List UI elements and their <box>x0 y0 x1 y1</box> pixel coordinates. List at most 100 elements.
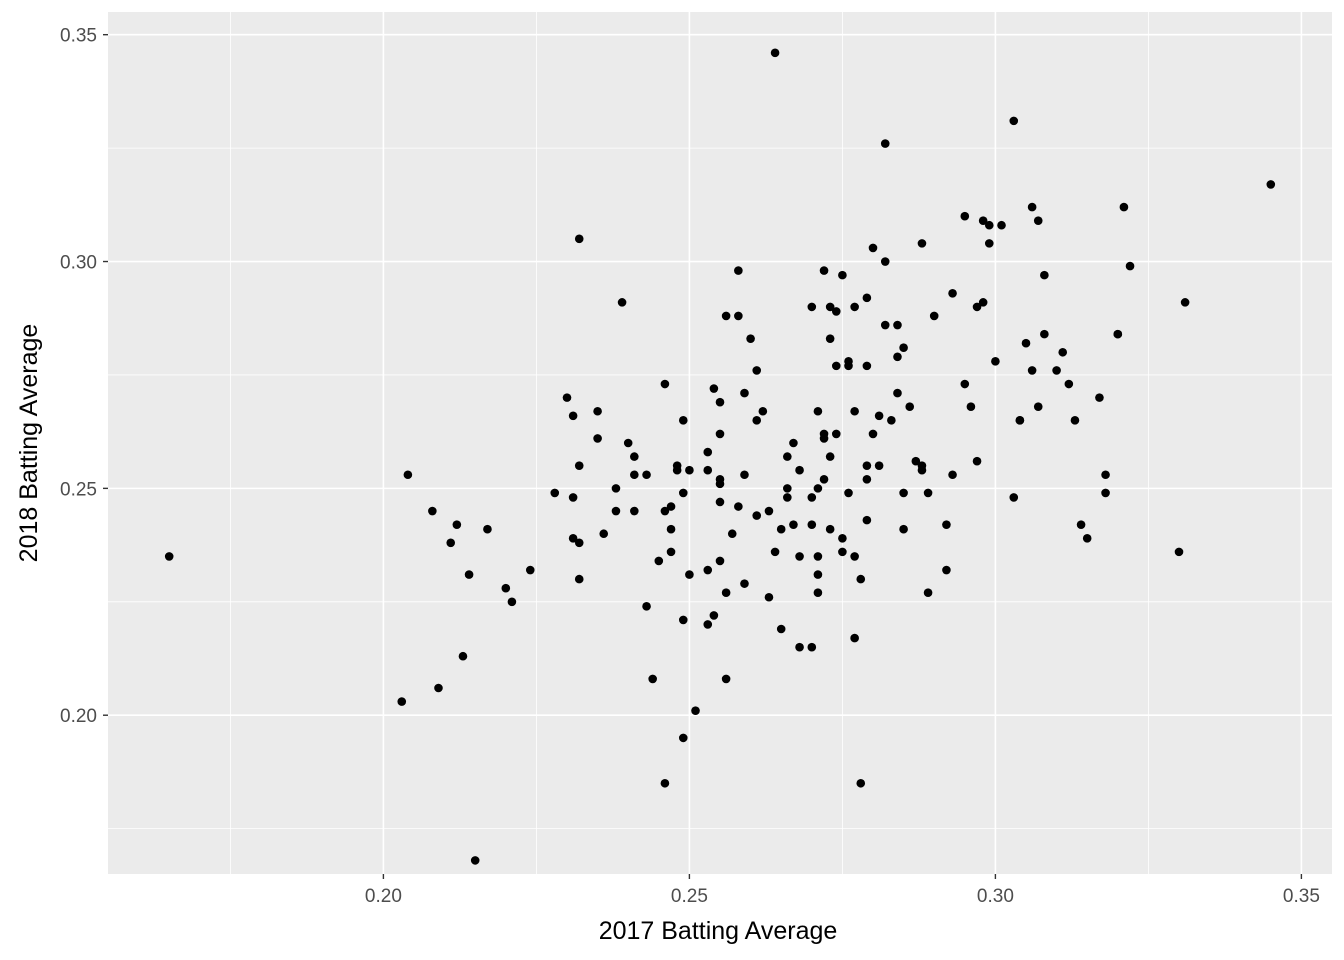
data-point <box>691 706 700 715</box>
data-point <box>807 302 817 312</box>
data-point <box>599 529 609 539</box>
data-point <box>838 270 847 280</box>
data-point <box>813 552 823 561</box>
data-point <box>789 520 798 529</box>
data-point <box>715 497 725 507</box>
data-point <box>813 484 823 493</box>
data-point <box>880 320 890 330</box>
data-point <box>831 429 841 439</box>
data-point <box>850 633 859 643</box>
data-point <box>948 288 957 298</box>
data-point <box>991 357 1000 366</box>
data-point <box>1125 261 1135 271</box>
data-point <box>403 470 413 480</box>
data-point <box>630 470 639 480</box>
data-point <box>960 379 970 389</box>
data-point <box>1101 488 1110 498</box>
data-point <box>660 379 670 389</box>
data-point <box>819 429 829 439</box>
data-point <box>997 220 1006 230</box>
data-point <box>642 470 651 480</box>
x-tick-label: 0.35 <box>1283 886 1320 907</box>
data-point <box>617 298 627 307</box>
data-point <box>783 493 792 502</box>
x-axis-title: 2017 Batting Average <box>599 917 838 945</box>
data-point <box>831 307 841 316</box>
data-point <box>795 552 804 561</box>
data-point <box>923 488 933 498</box>
data-point <box>752 511 762 520</box>
data-point <box>611 506 621 516</box>
data-point <box>1076 520 1086 529</box>
data-point <box>978 298 988 307</box>
data-point <box>929 311 939 321</box>
data-point <box>1064 379 1074 389</box>
data-point <box>868 243 878 253</box>
data-point <box>764 506 774 516</box>
data-point <box>758 406 768 416</box>
data-point <box>685 570 694 579</box>
data-point <box>568 493 578 502</box>
data-point <box>703 447 713 457</box>
data-point <box>562 393 572 402</box>
data-point <box>1174 547 1184 557</box>
data-point <box>807 493 817 502</box>
data-point <box>470 856 480 865</box>
data-point <box>1009 493 1019 502</box>
data-point <box>1082 533 1092 543</box>
data-point <box>734 502 743 511</box>
data-point <box>893 320 902 330</box>
data-point <box>764 592 774 602</box>
data-point <box>648 674 657 684</box>
data-point <box>893 388 902 398</box>
data-point <box>862 361 872 371</box>
y-tick-label: 0.30 <box>60 253 97 274</box>
data-point <box>874 411 884 421</box>
data-point <box>893 352 902 362</box>
data-point <box>776 624 786 634</box>
data-point <box>770 48 780 58</box>
data-point <box>770 547 780 557</box>
y-tick-label: 0.35 <box>60 26 97 47</box>
data-point <box>660 778 670 788</box>
data-point <box>568 533 578 543</box>
data-point <box>672 461 682 470</box>
data-point <box>960 211 970 221</box>
data-point <box>1180 298 1190 307</box>
data-point <box>795 465 804 475</box>
data-point <box>966 402 976 412</box>
data-point <box>703 620 713 629</box>
data-point <box>831 361 841 371</box>
data-point <box>917 239 927 248</box>
y-axis-ticks: 0.20 0.25 0.30 0.35 <box>60 26 108 727</box>
data-point <box>721 311 731 321</box>
data-point <box>752 416 762 425</box>
data-point <box>703 465 713 475</box>
data-point <box>1040 270 1049 280</box>
data-point <box>825 334 835 343</box>
data-point <box>464 570 474 579</box>
data-point <box>856 778 866 788</box>
data-point <box>942 520 951 529</box>
data-point <box>721 674 731 684</box>
data-point <box>501 583 511 593</box>
data-point <box>825 302 835 312</box>
data-point <box>678 488 688 498</box>
data-point <box>874 461 884 470</box>
data-point <box>880 139 890 148</box>
data-point <box>721 588 731 598</box>
data-point <box>862 461 872 470</box>
data-point <box>813 588 823 598</box>
data-point <box>525 565 535 575</box>
data-point <box>899 343 908 353</box>
data-point <box>1040 329 1049 339</box>
data-point <box>623 438 633 448</box>
data-point <box>1095 393 1104 402</box>
data-point <box>984 220 994 230</box>
data-point <box>838 547 847 557</box>
data-point <box>911 456 921 466</box>
data-point <box>642 602 651 611</box>
data-point <box>807 520 817 529</box>
data-point <box>734 266 743 275</box>
data-point <box>1070 416 1080 425</box>
